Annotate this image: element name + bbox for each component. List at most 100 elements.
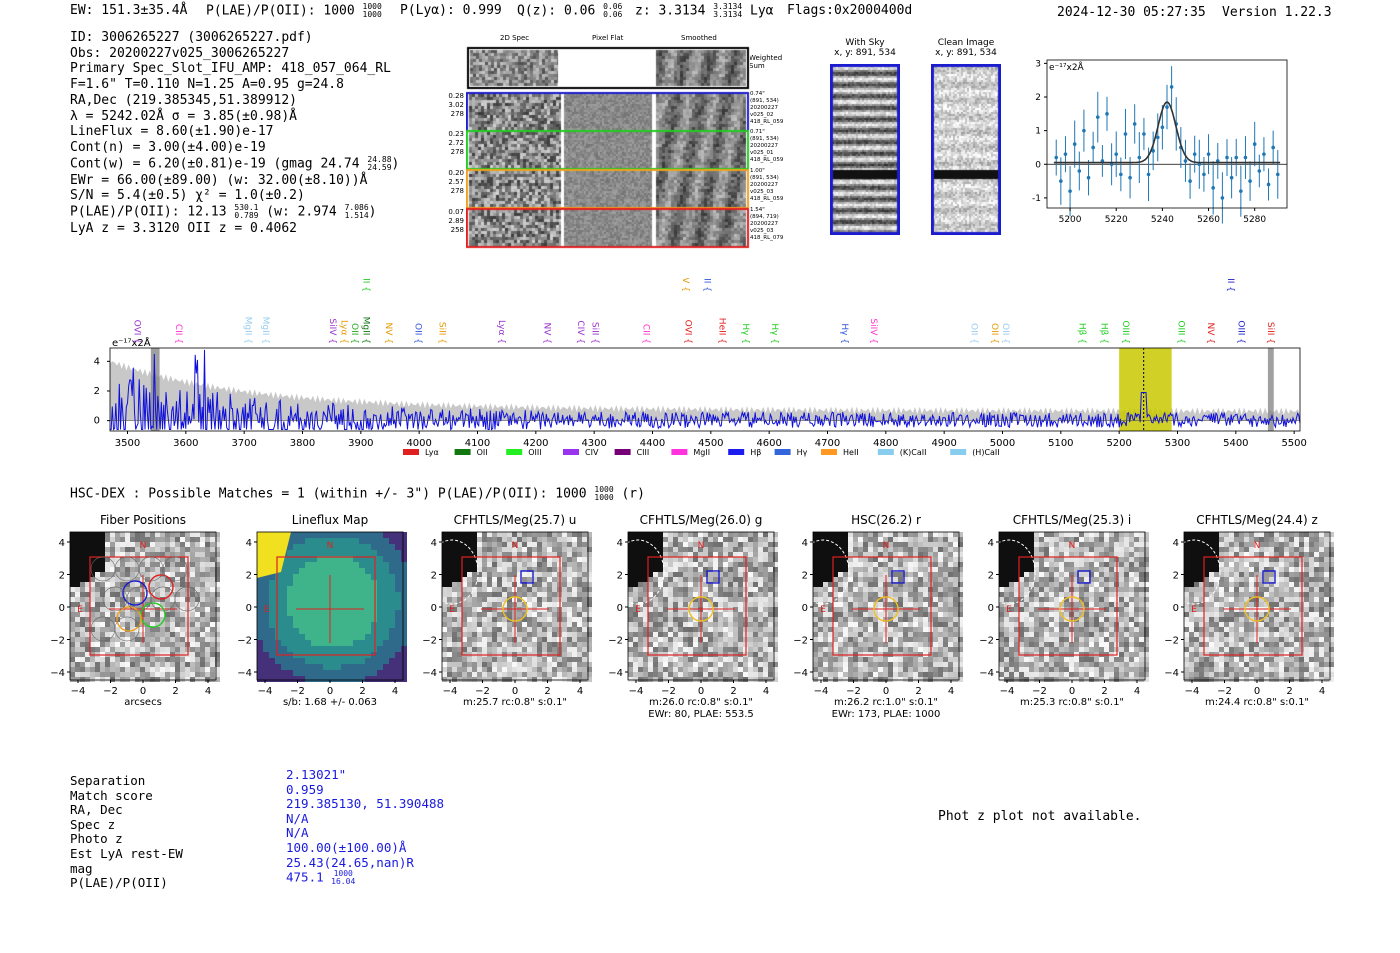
- cutout-caption-3: m:26.0 rc:0.8" s:0.1" EWr: 80, PLAE: 553.…: [606, 697, 796, 721]
- cutout-xtick: 0: [1069, 686, 1075, 697]
- compass-north: N: [512, 541, 519, 551]
- value-photoz: N/A: [286, 825, 309, 841]
- cutout-xtick: −4: [814, 686, 829, 697]
- cutout-xtick: −4: [629, 686, 644, 697]
- spectrum-xtick: 4900: [931, 438, 956, 449]
- cutout-ytick: 0: [1173, 603, 1179, 614]
- cutout-ytick: −2: [422, 636, 437, 647]
- line-label: HeII {: [717, 318, 727, 344]
- zoom-point: [1086, 159, 1091, 196]
- spectrum-xtick: 4000: [406, 438, 431, 449]
- info-plae-lo: 0.789: [234, 211, 259, 221]
- line-label: OVI {: [131, 320, 141, 344]
- zoom-point: [1165, 84, 1169, 130]
- spectrum-xtick: 5400: [1223, 438, 1248, 449]
- svg-text:Hβ: Hβ: [750, 448, 761, 457]
- clean-image-title: Clean Image x, y: 891, 534: [935, 38, 997, 58]
- match-labels: Separation Match score RA, Dec Spec z Ph…: [70, 773, 183, 891]
- cutout-img-3: N E 4 2 0 −2 −4 −4 −2 0 2 4: [608, 531, 778, 697]
- cutout-ytick: −4: [979, 668, 994, 679]
- spectrum-xtick: 4400: [640, 438, 665, 449]
- cutout-xtick: −2: [1217, 686, 1232, 697]
- cutout-ytick: −4: [237, 668, 252, 679]
- cutout-caption-line: EWr: 173, PLAE: 1000: [831, 709, 941, 720]
- cutout-xtick: 2: [544, 686, 550, 697]
- compass-east: E: [1006, 605, 1012, 615]
- spectrum-ytick: 2: [94, 386, 100, 397]
- zoom-point: [1211, 161, 1215, 215]
- zoom-point: [1105, 96, 1109, 131]
- line-label: OII {: [413, 323, 423, 344]
- info-obs: Obs: 20200227v025_3006265227: [70, 45, 290, 61]
- line-label: SiII {: [1265, 322, 1275, 344]
- info-lineflux: LineFlux = 8.60(±1.90)e-17: [70, 124, 274, 140]
- spectrum-xtick: 4800: [873, 438, 898, 449]
- svg-text:HeII: HeII: [843, 448, 859, 457]
- cutout-ytick: 4: [617, 538, 623, 549]
- cutout-caption-4: m:26.2 rc:1.0" s:0.1" EWr: 173, PLAE: 100…: [791, 697, 981, 721]
- cutout-xtick: 0: [327, 686, 333, 697]
- cutout-lineflux-1: N E 4 2 0 −2 −4 −4 −2 0 2 4: [237, 531, 407, 697]
- cutout-caption-line: arcsecs: [124, 697, 162, 708]
- line-label: Hγ {: [839, 323, 849, 344]
- full-spectrum-chart: 3500 3600 3700 3800 3900 4000 4100 4200 4300 4400…: [94, 278, 1307, 457]
- cutout-ytick: −4: [608, 668, 623, 679]
- hsc-filter: (r): [621, 486, 645, 502]
- cutout-caption-line: m:25.7 rc:0.8" s:0.1": [462, 697, 568, 708]
- zoom-point: [1114, 131, 1119, 177]
- cutout-ytick: 0: [617, 603, 623, 614]
- line-label-upper: SiIV {: [680, 278, 690, 292]
- zoom-point: [1229, 157, 1234, 199]
- cutout-caption-line: m:25.3 rc:0.8" s:0.1": [1019, 697, 1125, 708]
- cutout-ytick: 0: [59, 603, 65, 614]
- spectrum-xtick: 4600: [756, 438, 781, 449]
- cutout-title-5: CFHTLS/Meg(25.3) i: [1012, 513, 1132, 527]
- cutout-ytick: 2: [431, 571, 437, 582]
- cutout-xtick: 2: [172, 686, 178, 697]
- line-label: NV {: [383, 323, 393, 344]
- header-plya: P(Lyα): 0.999: [400, 3, 502, 18]
- line-label: SiIV {: [868, 318, 878, 344]
- cutout-caption-line: m:24.4 rc:0.8" s:0.1": [1204, 697, 1310, 708]
- zoom-point: [1225, 139, 1229, 177]
- cutout-caption-0: arcsecs: [48, 697, 238, 709]
- spectrum-xtick: 5200: [1106, 438, 1131, 449]
- cutout-xtick: −2: [846, 686, 861, 697]
- compass-east: E: [77, 605, 83, 615]
- line-label: OIII {: [1236, 320, 1246, 344]
- line-label: MgII {: [361, 317, 371, 344]
- label-specz: Spec z: [70, 816, 116, 832]
- zoom-point: [1137, 132, 1142, 184]
- zoom-point: [1091, 131, 1095, 164]
- zoom-point: [1220, 172, 1225, 224]
- label-plae: P(LAE)/P(OII): [70, 875, 168, 891]
- spectrum-xtick: 3700: [231, 438, 256, 449]
- zoom-point: [1243, 136, 1248, 179]
- line-label: OIII {: [1176, 320, 1186, 344]
- zoom-fit-line: [1053, 101, 1281, 164]
- cutout-ytick: 0: [246, 603, 252, 614]
- label-match-score: Match score: [70, 787, 153, 803]
- cutout-ytick: −4: [793, 668, 808, 679]
- cutout-xtick: −4: [258, 686, 273, 697]
- clean-image: [931, 64, 1001, 235]
- line-label: CIV {: [575, 320, 585, 344]
- spec2d-row-left-1: 0.23 2.72 278: [448, 130, 464, 156]
- line-label: Hγ {: [740, 323, 750, 344]
- info-z: LyA z = 3.3120 OII z = 0.4062: [70, 221, 297, 237]
- zoom-point: [1206, 134, 1211, 175]
- svg-text:(K)CaII: (K)CaII: [900, 448, 927, 457]
- cutout-img-4: N E 4 2 0 −2 −4 −4 −2 0 2 4: [793, 531, 963, 697]
- line-label: Hβ {: [1099, 323, 1109, 344]
- info-contw: Cont(w) = 6.20(±0.81)e-19 (gmag 24.74 24…: [70, 154, 400, 172]
- match-values: 2.13021" 0.959 219.385130, 51.390488 N/A…: [286, 767, 444, 886]
- zoom-point: [1192, 135, 1197, 173]
- cutout-ytick: 2: [1173, 571, 1179, 582]
- cutout-ytick: −2: [793, 636, 808, 647]
- zoom-point: [1095, 91, 1100, 143]
- cutout-ytick: 2: [802, 571, 808, 582]
- cutout-fiber-0: N E 4 2 0 −2 −4 −4 −2 0 2 4: [50, 531, 220, 697]
- line-label: MgII {: [242, 317, 252, 344]
- cutout-ytick: −2: [979, 636, 994, 647]
- cutout-xtick: −2: [103, 686, 118, 697]
